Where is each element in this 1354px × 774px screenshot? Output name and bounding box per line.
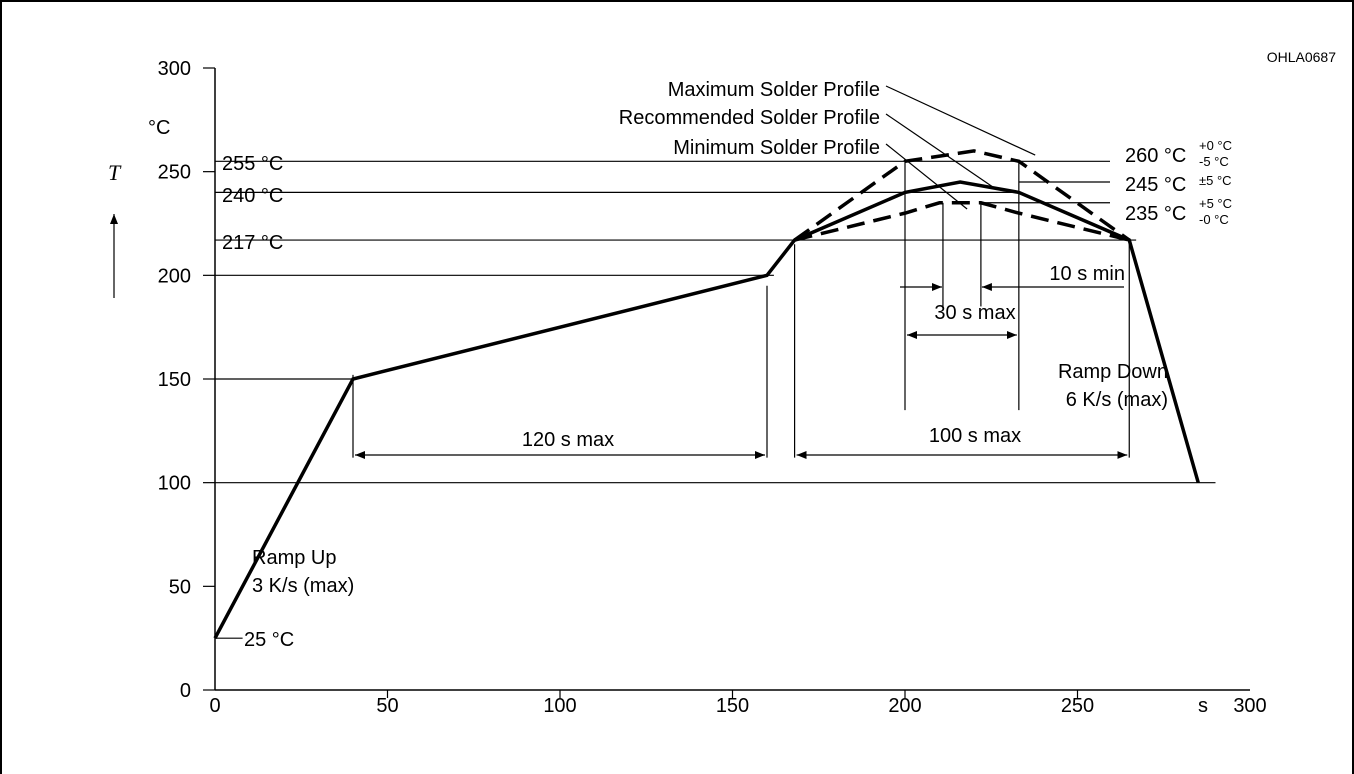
peak-max-value: 260 °C — [1125, 145, 1186, 167]
peak-max-tol-plus: +0 °C — [1199, 138, 1232, 153]
minimum-solder-profile-line — [794, 201, 1130, 242]
x-unit-label: s — [1198, 695, 1208, 717]
ramp-down-label-2: 6 K/s (max) — [1066, 389, 1168, 411]
y-tick-label: 300 — [158, 58, 191, 80]
y-tick-label: 0 — [180, 680, 191, 702]
x-tick-label: 0 — [209, 695, 220, 717]
leader-rec-profile — [885, 113, 996, 189]
label-max-profile: Maximum Solder Profile — [668, 79, 880, 101]
leader-min-profile — [885, 143, 968, 210]
guide-lines — [215, 85, 1216, 639]
series-layer — [213, 149, 1200, 639]
label-240: 240 °C — [222, 185, 283, 207]
recommended-solder-profile-line — [213, 180, 1200, 639]
y-tick-label: 200 — [158, 265, 191, 287]
x-tick-label: 50 — [376, 695, 398, 717]
peak-min-value: 235 °C — [1125, 203, 1186, 225]
peak-min-tol-minus: -0 °C — [1199, 212, 1229, 227]
figure-id: OHLA0687 — [1267, 49, 1336, 65]
y-axis-title: T — [108, 160, 122, 185]
label-min-profile: Minimum Solder Profile — [673, 137, 880, 159]
x-tick-label: 100 — [543, 695, 576, 717]
duration-10-label: 10 s min — [1049, 263, 1125, 285]
ramp-down-label-1: Ramp Down — [1058, 361, 1168, 383]
leader-max-profile — [885, 85, 1036, 156]
x-tick-label: 250 — [1061, 695, 1094, 717]
x-tick-label: 300 — [1233, 695, 1266, 717]
maximum-solder-profile-line — [793, 149, 1131, 242]
peak-rec-tol: ±5 °C — [1199, 173, 1232, 188]
ramp-up-label-1: Ramp Up — [252, 547, 336, 569]
y-tick-label: 150 — [158, 369, 191, 391]
duration-120-label: 120 s max — [522, 429, 614, 451]
x-tick-label: 200 — [888, 695, 921, 717]
axes: 0 50 100 150 200 250 300 0 50 100 150 200 250 300 — [110, 58, 1267, 717]
label-255: 255 °C — [222, 153, 283, 175]
ramp-up-label-2: 3 K/s (max) — [252, 575, 354, 597]
x-tick-label: 150 — [716, 695, 749, 717]
duration-100-label: 100 s max — [929, 425, 1021, 447]
duration-30-label: 30 s max — [934, 302, 1015, 324]
y-tick-label: 100 — [158, 473, 191, 495]
label-25: 25 °C — [244, 629, 294, 651]
label-217: 217 °C — [222, 232, 283, 254]
peak-max-tol-minus: -5 °C — [1199, 154, 1229, 169]
y-tick-label: 250 — [158, 162, 191, 184]
y-tick-label: 50 — [169, 576, 191, 598]
peak-min-tol-plus: +5 °C — [1199, 196, 1232, 211]
label-rec-profile: Recommended Solder Profile — [619, 107, 880, 129]
peak-rec-value: 245 °C — [1125, 174, 1186, 196]
dimension-arrows — [355, 283, 1128, 459]
y-unit-label: °C — [148, 117, 170, 139]
